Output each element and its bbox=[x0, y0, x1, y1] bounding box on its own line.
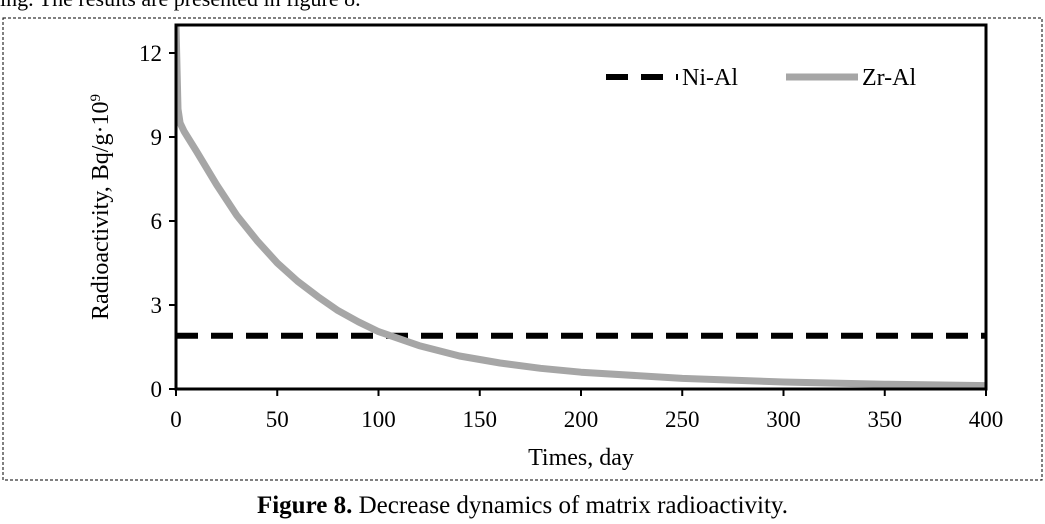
y-tick-label: 12 bbox=[139, 41, 162, 66]
chart: 0 3 6 9 12 0 50 100 150 200 250 300 350 400 Times, day… bbox=[88, 23, 1004, 471]
caption-label: Figure 8. bbox=[256, 492, 353, 519]
legend-label-ni-al: Ni-Al bbox=[682, 65, 738, 91]
top-text: ing. The results are presented in figure… bbox=[0, 0, 361, 12]
figure-caption: Figure 8. Decrease dynamics of matrix ra… bbox=[0, 492, 1045, 520]
x-tick-label: 300 bbox=[766, 407, 801, 432]
x-tick-label: 0 bbox=[170, 407, 182, 432]
y-tick-label: 9 bbox=[151, 125, 163, 150]
series-line-zr-al bbox=[176, 25, 986, 389]
legend-label-zr-al: Zr-Al bbox=[862, 65, 916, 91]
x-tick-label: 150 bbox=[463, 407, 498, 432]
y-tick-label: 0 bbox=[151, 377, 163, 402]
x-tick-label: 250 bbox=[665, 407, 700, 432]
x-tick-label: 350 bbox=[868, 407, 903, 432]
caption-text: Decrease dynamics of matrix radioactivit… bbox=[352, 492, 789, 519]
y-axis-label: Radioactivity, Bq/g·109 bbox=[88, 94, 114, 320]
y-tick-label: 3 bbox=[151, 293, 163, 318]
x-tick-label: 200 bbox=[564, 407, 599, 432]
y-axis-label-exponent: 9 bbox=[88, 94, 104, 102]
y-tick-label: 6 bbox=[151, 209, 163, 234]
x-tick-label: 100 bbox=[361, 407, 396, 432]
x-axis-label: Times, day bbox=[528, 445, 634, 471]
outer-dashed-border bbox=[2, 17, 1043, 481]
x-tick-label: 50 bbox=[266, 407, 289, 432]
x-tick-label: 400 bbox=[969, 407, 1004, 432]
